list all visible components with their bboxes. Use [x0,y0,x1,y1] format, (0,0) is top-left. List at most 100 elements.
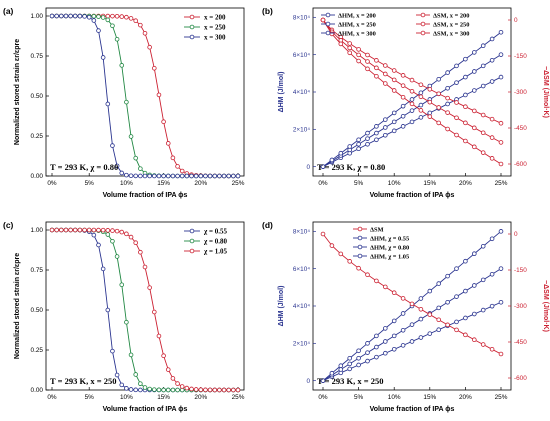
data-point [480,277,486,283]
data-point [400,94,406,100]
y-right-tick-label: -600 [514,161,527,168]
data-point [489,36,495,42]
data-point [212,387,218,393]
data-point [445,126,450,132]
data-point [418,108,424,113]
x-tick-label: 5% [354,180,364,187]
data-point [86,15,92,20]
data-point [400,327,406,333]
data-point [189,34,195,40]
y-left-tick-label: 4×10⁴ [293,89,310,96]
data-point [338,363,344,369]
data-point [105,232,111,237]
data-point [138,249,143,255]
data-point [409,322,415,327]
data-point [124,231,129,237]
data-point [445,273,450,279]
data-point [63,227,69,233]
data-point [382,117,388,122]
data-point [142,173,148,179]
data-point [175,387,180,393]
data-point [156,92,162,98]
data-point [68,227,73,233]
data-point [445,299,450,305]
data-point [427,288,433,294]
data-point [356,146,361,152]
data-point [124,172,129,178]
data-point [100,15,106,20]
legend-label: ΔSM [370,226,384,233]
data-point [175,381,180,386]
legend-label: x = 300 [204,34,226,42]
data-point [347,259,353,264]
data-point [463,74,468,80]
data-point [138,381,143,386]
data-point [114,13,120,19]
data-point [471,144,477,150]
data-point [391,110,397,116]
data-point [96,227,101,233]
data-point [374,130,379,136]
data-point [72,227,78,233]
legend-label: ΔHM, x = 300 [338,30,376,37]
y-tick-label: 0.00 [31,173,44,180]
data-point [356,137,361,143]
data-point [480,83,486,89]
panel-d: 0% 5% 10% 15% 20% 25% Volume fraction of IPA ϕ… [262,220,549,413]
data-point [119,170,125,176]
data-point [480,112,486,118]
data-point [170,376,176,381]
y-tick-label: 0.50 [31,307,44,314]
legend-label: x = 250 [204,24,226,32]
data-point [420,12,426,18]
data-point [54,13,59,19]
y-axis-label: Normalized stored strain εr/εpre [14,39,21,145]
y-right-tick-label: -450 [514,339,527,346]
data-point [128,134,134,139]
y-left-tick-label: 6×10⁴ [293,266,310,273]
data-point [382,125,388,130]
data-point [119,63,125,68]
data-point [329,370,335,376]
data-point [189,386,194,392]
data-point [147,285,152,290]
data-point [365,130,370,136]
data-point [347,144,353,149]
data-point [489,303,495,309]
data-point [365,350,370,355]
data-point [86,227,92,233]
x-tick-label: 20% [194,394,207,401]
data-point [170,173,176,179]
y-left-tick-label: 6×10⁴ [293,52,310,59]
data-point [418,316,424,322]
data-point [489,271,495,277]
data-point [463,288,468,294]
legend-label: χ = 0.80 [203,238,227,246]
data-point [114,372,120,378]
data-point [114,254,120,259]
x-axis-label: Volume fraction of IPA ϕs [103,192,188,199]
data-point [198,173,204,179]
data-point [124,14,129,20]
data-point [68,13,73,19]
data-point [391,333,397,339]
data-point [454,115,459,121]
data-point [374,65,379,71]
data-point [329,157,335,163]
y-tick-label: 0.25 [31,133,44,140]
data-point [124,319,129,325]
data-point [400,311,406,316]
data-point [114,228,120,234]
y-right-tick-label: -150 [514,53,527,60]
data-point [133,155,139,161]
data-point [110,13,115,19]
data-point [356,355,361,361]
data-point [147,386,152,392]
data-point [207,173,213,179]
data-point [427,86,433,92]
data-point [427,312,433,317]
data-point [374,74,379,79]
data-point [498,161,504,167]
data-point [436,105,442,110]
panel-label: (a) [3,6,14,16]
